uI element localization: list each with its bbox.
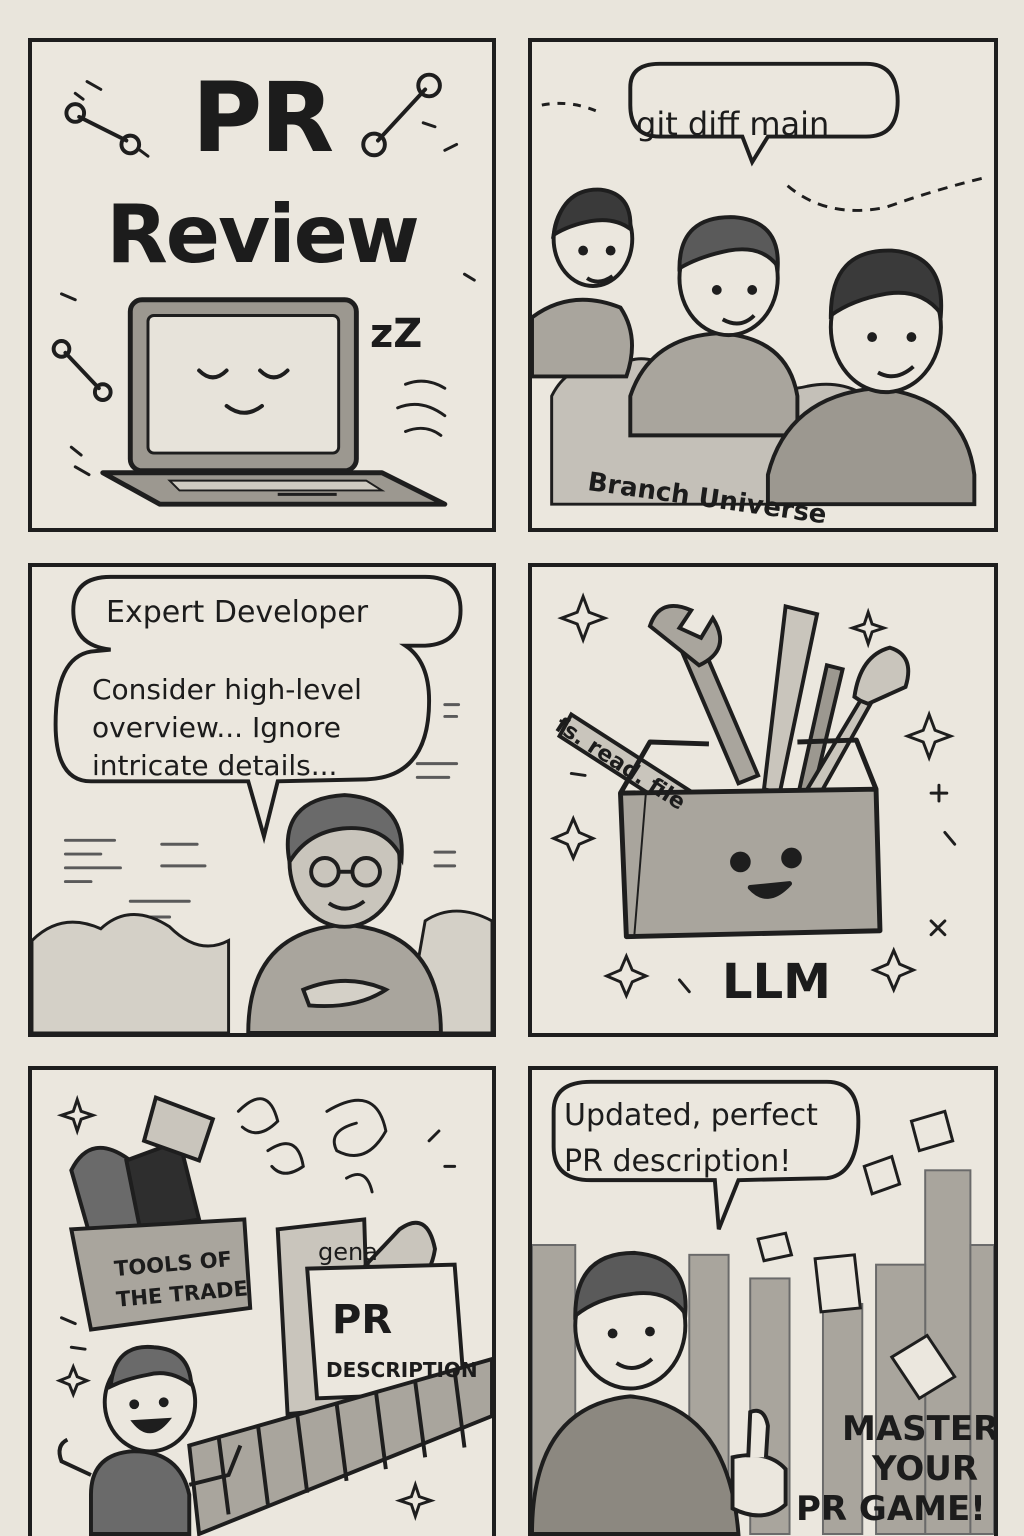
speech-updated-line-1: Updated, perfect: [564, 1098, 818, 1133]
speech-bubble: [551, 1079, 861, 1231]
expert-developer-illustration: [32, 574, 492, 1033]
laptop-illustration: [100, 297, 448, 507]
tools-box: [68, 1094, 253, 1332]
speech-line-1: Consider high-level: [92, 673, 362, 706]
sparkle-icon: [549, 592, 955, 1000]
toolbox-box: [618, 737, 883, 940]
developers-group-illustration: [532, 61, 985, 507]
card-label-description: DESCRIPTION: [326, 1358, 478, 1382]
sparkle-icon: [55, 1094, 436, 1521]
slogan-pr-game: PR GAME!: [796, 1489, 986, 1529]
speech-line-3: intricate details...: [92, 749, 338, 782]
snore-text: zZ: [370, 311, 423, 357]
wrench-icon: [64, 102, 142, 156]
paper-icon: [756, 1109, 957, 1401]
panel-expert-developer: Expert Developer Consider high-level ove…: [28, 563, 496, 1037]
caption-llm: LLM: [722, 954, 831, 1010]
panel-tools-of-the-trade: TOOLS OF THE TRADE gena PR DESCRIPTION: [28, 1066, 496, 1536]
tools-conveyor-illustration: [55, 1094, 492, 1536]
speech-heading-expert-developer: Expert Developer: [106, 595, 369, 630]
speech-bubble: [53, 574, 463, 844]
thumbs-up-developer-illustration: [532, 1079, 994, 1536]
title-review: Review: [106, 188, 420, 281]
developer-right: [765, 248, 977, 507]
wrench-icon: [51, 339, 113, 402]
glasses-developer: [246, 793, 443, 1033]
wrench-icon: [647, 604, 761, 786]
slogan-your: YOUR: [872, 1449, 979, 1489]
developer-middle: [628, 215, 800, 438]
wrench-icon: [361, 72, 442, 158]
happy-developer-character: [57, 1344, 243, 1536]
speech-bubble: [628, 61, 900, 167]
llm-toolbox-illustration: [549, 592, 957, 1000]
speech-line-2: overview... Ignore: [92, 711, 341, 744]
title-pr: PR: [191, 62, 334, 174]
panel-master-pr-game: Updated, perfect PR description! MASTER …: [528, 1066, 998, 1536]
machine-label-gena: gena: [318, 1238, 378, 1266]
confident-developer: [532, 1250, 788, 1536]
panel-llm-toolbox: fs. read. file LLM: [528, 563, 998, 1037]
slogan-master: MASTER: [842, 1409, 998, 1449]
pr-generator-machine: [275, 1217, 467, 1417]
speech-git-diff: git diff main: [636, 105, 830, 143]
paddle-icon: [798, 645, 911, 806]
panel-pr-review-title: PR Review zZ: [28, 38, 496, 532]
card-label-pr: PR: [332, 1297, 393, 1343]
developer-left: [532, 187, 635, 379]
panel-branch-universe: git diff main Branch Universe: [528, 38, 998, 532]
sleeping-laptop-illustration: [51, 72, 476, 507]
speech-updated-line-2: PR description!: [564, 1144, 792, 1179]
